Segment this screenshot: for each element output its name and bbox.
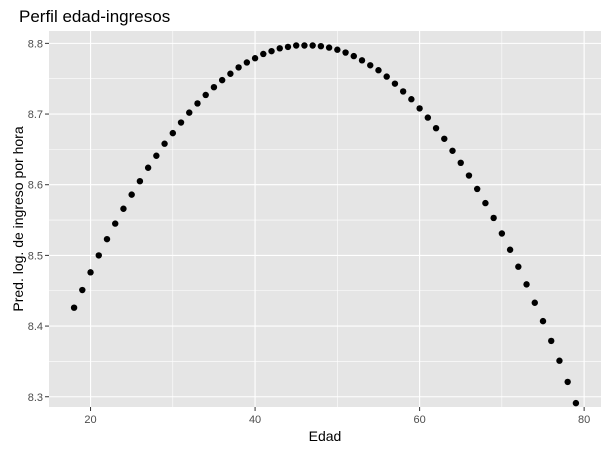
data-point	[144, 164, 152, 171]
data-point	[539, 317, 547, 325]
data-point	[177, 119, 185, 126]
data-point	[136, 177, 144, 185]
y-tick-label: 8.7	[28, 109, 43, 121]
data-point	[482, 199, 489, 207]
y-axis-title: Pred. log. de ingreso por hora	[10, 126, 26, 311]
data-point	[251, 55, 259, 62]
data-point	[161, 140, 168, 147]
data-point	[309, 42, 316, 49]
chart-title: Perfil edad-ingresos	[19, 7, 170, 26]
data-point	[367, 62, 374, 69]
data-point	[70, 304, 78, 311]
data-point	[227, 70, 234, 77]
data-point	[548, 337, 555, 345]
data-point	[79, 286, 86, 294]
data-point	[95, 252, 102, 259]
data-point	[317, 42, 325, 50]
data-point	[358, 57, 366, 64]
data-point	[194, 100, 201, 107]
data-point	[202, 91, 209, 99]
x-tick-label: 40	[249, 414, 261, 426]
data-point	[432, 124, 440, 132]
data-point	[186, 109, 193, 116]
data-point	[350, 52, 357, 60]
data-point	[375, 67, 382, 74]
data-point	[465, 172, 473, 179]
y-axis: 8.3 8.4 8.5 8.6 8.7 8.8	[28, 38, 49, 404]
data-point	[235, 64, 242, 71]
data-point	[498, 230, 506, 237]
plot-panel	[49, 31, 601, 407]
data-point	[342, 49, 349, 56]
data-point	[408, 96, 415, 103]
data-point	[325, 44, 333, 51]
data-point	[112, 220, 119, 227]
data-point	[276, 45, 283, 52]
data-point	[301, 42, 308, 49]
data-point	[293, 42, 300, 49]
x-tick-label: 60	[413, 414, 425, 426]
data-point	[128, 191, 135, 198]
data-point	[260, 50, 267, 58]
data-point	[153, 152, 160, 159]
data-point	[564, 378, 571, 386]
x-axis: 20 40 60 80	[84, 407, 590, 426]
data-point	[399, 88, 407, 95]
data-point	[424, 114, 432, 121]
data-point	[473, 185, 481, 193]
data-point	[218, 76, 226, 84]
y-tick-label: 8.8	[28, 38, 43, 50]
data-point	[169, 129, 177, 137]
data-point	[210, 83, 218, 91]
y-tick-label: 8.4	[28, 321, 43, 333]
data-point	[284, 43, 292, 51]
y-tick-label: 8.6	[28, 180, 43, 192]
data-points	[70, 42, 580, 407]
data-point	[506, 246, 514, 253]
x-axis-title: Edad	[309, 428, 342, 444]
data-point	[416, 105, 423, 112]
data-point	[556, 357, 563, 364]
data-point	[103, 235, 111, 243]
data-point	[268, 47, 275, 55]
data-point	[120, 205, 127, 212]
y-tick-label: 8.3	[28, 392, 43, 404]
data-point	[457, 159, 464, 167]
data-point	[441, 135, 448, 142]
data-point	[490, 214, 497, 222]
data-point	[523, 281, 530, 288]
y-tick-label: 8.5	[28, 250, 43, 262]
x-tick-label: 80	[578, 414, 590, 426]
data-point	[243, 59, 251, 66]
major-gridlines	[49, 31, 601, 407]
data-point	[515, 263, 522, 270]
data-point	[391, 80, 399, 87]
data-point	[449, 147, 456, 154]
data-point	[383, 73, 390, 80]
data-point	[572, 399, 580, 407]
data-point	[531, 299, 538, 306]
data-point	[334, 46, 341, 53]
data-point	[87, 269, 94, 276]
x-tick-label: 20	[84, 414, 96, 426]
minor-gridlines	[49, 31, 601, 407]
